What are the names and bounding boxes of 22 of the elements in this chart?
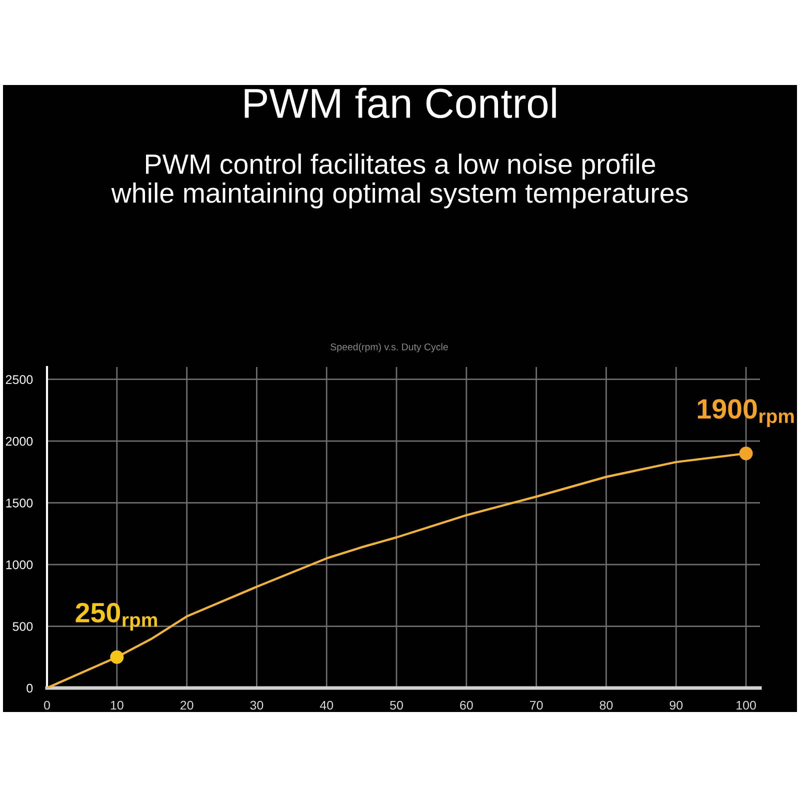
x-tick-label: 60 [460,700,473,710]
x-tick-label: 80 [600,700,613,710]
x-tick-label: 40 [320,700,334,710]
y-tick-label: 1500 [6,498,33,508]
x-tick-label: 0 [44,700,50,710]
x-tick-label: 10 [110,700,124,710]
x-tick-label: 50 [390,700,403,710]
y-tick-label: 0 [26,684,33,693]
data-label: 250$_{rpm}$ [76,602,157,631]
x-tick-label: 30 [250,700,264,710]
y-tick-label: 500 [12,622,33,631]
x-tick-label: 100 [736,700,756,710]
chart-subtitle: PWM control facilitates a low noise profile while maintaining optimal system temperatures [111,154,688,208]
x-tick-label: 70 [530,700,543,710]
y-tick-label: 1000 [6,560,33,570]
chart-title: PWM fan Control [244,88,556,118]
text: Speed(rpm) v.s. Duty Cycle [330,343,448,352]
x-tick-label: 90 [670,700,683,710]
data-label: 1900$_{rpm}$ [698,399,794,427]
y-tick-label: 2000 [6,436,33,446]
y-tick-label: 2500 [6,375,33,384]
x-tick-label: 20 [180,700,194,710]
